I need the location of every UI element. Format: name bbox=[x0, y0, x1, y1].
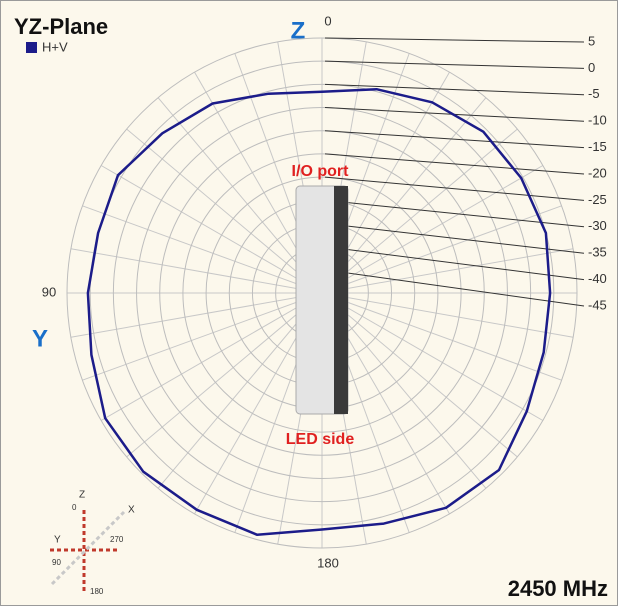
theta-tick-label: 90 bbox=[42, 284, 56, 299]
spoke bbox=[82, 205, 323, 294]
spoke bbox=[126, 292, 323, 458]
grid-ring bbox=[182, 153, 462, 433]
r-tick-label: -15 bbox=[588, 139, 607, 154]
icon-label: 180 bbox=[90, 587, 104, 596]
legend-label: H+V bbox=[42, 39, 68, 54]
spoke bbox=[157, 292, 323, 489]
icon-label: 0 bbox=[72, 503, 77, 512]
r-tick-label: -30 bbox=[588, 218, 607, 233]
tick-leader bbox=[324, 130, 585, 149]
spoke bbox=[82, 292, 323, 381]
spoke bbox=[70, 248, 323, 294]
spoke bbox=[321, 248, 574, 294]
tick-leader bbox=[324, 153, 585, 175]
spoke bbox=[126, 128, 323, 294]
tick-leader bbox=[324, 176, 585, 201]
r-tick-label: -35 bbox=[588, 245, 607, 260]
icon-label: 270 bbox=[110, 535, 124, 544]
spoke bbox=[70, 292, 323, 338]
spoke bbox=[321, 165, 544, 294]
tick-leader bbox=[324, 37, 585, 43]
spoke bbox=[321, 128, 518, 294]
device-edge bbox=[334, 186, 348, 414]
spoke bbox=[157, 97, 323, 294]
r-tick-label: -10 bbox=[588, 113, 607, 128]
r-tick-label: -20 bbox=[588, 165, 607, 180]
r-tick-label: 5 bbox=[588, 33, 595, 48]
spoke bbox=[100, 292, 323, 421]
r-tick-label: -25 bbox=[588, 192, 607, 207]
tick-leader bbox=[324, 60, 585, 69]
tick-leader bbox=[324, 269, 585, 307]
legend-swatch bbox=[26, 42, 37, 53]
orientation-icon: Z 0 X Y 270 90 180 bbox=[50, 490, 135, 596]
spoke bbox=[321, 292, 544, 421]
spoke bbox=[321, 292, 574, 338]
axis-name: Z bbox=[291, 17, 306, 44]
grid-ring bbox=[89, 60, 555, 526]
r-tick-label: 0 bbox=[588, 60, 595, 75]
grid-ring bbox=[136, 107, 508, 479]
grid-ring bbox=[159, 130, 485, 456]
tick-leader bbox=[324, 246, 585, 281]
theta-tick-label: 0 bbox=[324, 13, 331, 28]
frequency-label: 2450 MHz bbox=[508, 576, 608, 601]
theta-tick-label: 180 bbox=[317, 555, 339, 570]
annotation: LED side bbox=[286, 431, 355, 448]
pattern-line bbox=[86, 87, 552, 537]
tick-leader bbox=[324, 83, 585, 96]
spoke bbox=[100, 165, 323, 294]
icon-label: 90 bbox=[52, 558, 61, 567]
tick-leader bbox=[324, 222, 585, 254]
icon-label: X bbox=[128, 505, 135, 516]
spoke bbox=[321, 292, 562, 381]
icon-axis bbox=[50, 510, 126, 586]
spoke bbox=[321, 292, 487, 489]
grid-ring bbox=[112, 83, 532, 503]
spoke bbox=[321, 97, 487, 294]
axis-name: Y bbox=[32, 325, 48, 352]
r-tick-label: -45 bbox=[588, 297, 607, 312]
icon-label: Z bbox=[79, 490, 85, 501]
annotation: I/O port bbox=[292, 163, 350, 180]
r-tick-label: -5 bbox=[588, 86, 600, 101]
chart-title: YZ-Plane bbox=[14, 14, 108, 39]
r-tick-label: -40 bbox=[588, 271, 607, 286]
grid-ring bbox=[66, 37, 578, 549]
spoke bbox=[321, 292, 518, 458]
icon-label: Y bbox=[54, 535, 61, 546]
